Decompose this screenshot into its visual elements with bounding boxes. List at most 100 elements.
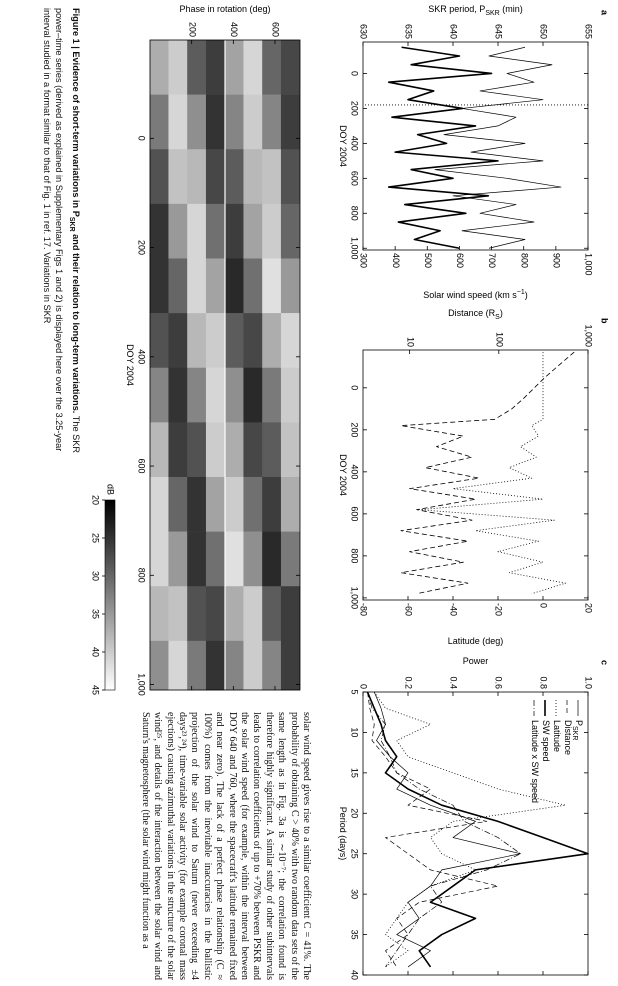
figure-caption: Figure 1 | Evidence of short-term variat… bbox=[41, 8, 82, 478]
heatmap-cell bbox=[280, 203, 300, 259]
y-tick-label: 0 bbox=[359, 684, 369, 689]
legend-entry: Latitude x SW speed bbox=[530, 720, 540, 803]
x-tick-label: 800 bbox=[350, 206, 360, 221]
x-tick-label: 10 bbox=[350, 727, 360, 737]
colorbar-tick-label: 30 bbox=[91, 571, 101, 581]
caption-heading: Figure 1 | Evidence of short-term variat… bbox=[68, 8, 81, 413]
heatmap-cell bbox=[224, 94, 244, 150]
heatmap-cell bbox=[187, 367, 207, 423]
y-tick-label: 400 bbox=[229, 22, 239, 37]
heatmap-cell bbox=[168, 476, 188, 532]
x-tick-label: 800 bbox=[350, 548, 360, 563]
x-tick-label: 25 bbox=[350, 849, 360, 859]
y-tick-label: 0.8 bbox=[539, 676, 549, 689]
heatmap-cell bbox=[243, 203, 263, 259]
y2-tick-label: 20 bbox=[584, 603, 594, 613]
heatmap-cell bbox=[149, 367, 169, 423]
x-tick-label: 200 bbox=[137, 240, 147, 255]
legend-entry-part: Distance bbox=[563, 720, 573, 755]
x-tick-label: 200 bbox=[350, 101, 360, 116]
heatmap-cell bbox=[205, 203, 225, 259]
colorbar-tick-label: 35 bbox=[91, 609, 101, 619]
heatmap-cell bbox=[243, 367, 263, 423]
plot-frame bbox=[362, 41, 589, 251]
heatmap-cell bbox=[224, 367, 244, 423]
x-tick-label: 40 bbox=[350, 970, 360, 980]
y-tick-label: 630 bbox=[359, 24, 369, 39]
heatmap-cell bbox=[280, 476, 300, 532]
y2-axis-label-part: ) bbox=[525, 290, 528, 300]
series-line bbox=[373, 691, 521, 968]
x-tick-label: 15 bbox=[350, 768, 360, 778]
heatmap-cell bbox=[224, 313, 244, 369]
x-tick-label: 0 bbox=[350, 385, 360, 390]
heatmap-cell bbox=[149, 40, 169, 95]
y2-tick-label: 500 bbox=[423, 253, 433, 268]
series-line bbox=[366, 691, 589, 968]
heatmap-cell bbox=[187, 94, 207, 150]
x-tick-label: 5 bbox=[350, 689, 360, 694]
heatmap-cell bbox=[168, 422, 188, 478]
heatmap-cell bbox=[149, 94, 169, 150]
y-tick-label: 0.4 bbox=[449, 676, 459, 689]
y-tick-label: 200 bbox=[187, 22, 197, 37]
x-axis-label-part: Period (days) bbox=[338, 807, 348, 861]
y-tick-label: 650 bbox=[539, 24, 549, 39]
heatmap-cell bbox=[224, 586, 244, 642]
heatmap-cell bbox=[149, 149, 169, 205]
series-line bbox=[367, 691, 521, 968]
y2-tick-label: 800 bbox=[519, 253, 529, 268]
colorbar bbox=[104, 499, 116, 691]
caption-label: Figure 1 | bbox=[71, 8, 81, 49]
x-tick-label: 1,000 bbox=[350, 587, 360, 610]
heatmap-cell bbox=[187, 531, 207, 587]
heatmap-cell bbox=[280, 531, 300, 587]
heatmap-cell bbox=[205, 531, 225, 587]
heatmap-cell bbox=[205, 367, 225, 423]
legend-entry-part: Latitude bbox=[552, 720, 562, 752]
heatmap-cell bbox=[243, 40, 263, 95]
legend-entry-part: SKR bbox=[571, 726, 578, 740]
legend-entry: Latitude bbox=[552, 720, 562, 752]
x-tick-label: 0 bbox=[137, 136, 147, 141]
x-tick-label: 30 bbox=[350, 889, 360, 899]
caption-title-sub: SKR bbox=[68, 216, 76, 232]
colorbar-tick-label: 40 bbox=[91, 647, 101, 657]
plot-frame bbox=[149, 39, 301, 691]
x-tick-label: 200 bbox=[350, 422, 360, 437]
y-tick-label: 100 bbox=[494, 332, 504, 347]
heatmap-cell bbox=[262, 586, 282, 642]
heatmap-cell bbox=[224, 203, 244, 259]
x-tick-label: 400 bbox=[137, 349, 147, 364]
series-line bbox=[434, 46, 562, 249]
x-tick-label: 400 bbox=[350, 464, 360, 479]
heatmap-cell bbox=[205, 586, 225, 642]
heatmap-cell bbox=[280, 40, 300, 95]
heatmap-cell bbox=[224, 531, 244, 587]
legend-entry-part: P bbox=[574, 720, 584, 726]
panel-label: b bbox=[600, 318, 610, 324]
y-axis-label-part: S bbox=[495, 314, 500, 321]
x-axis-label: DOY 2004 bbox=[338, 125, 348, 167]
heatmap-cell bbox=[243, 422, 263, 478]
heatmap-cell bbox=[205, 258, 225, 314]
y2-tick-label: -20 bbox=[494, 603, 504, 616]
series-line bbox=[373, 691, 566, 968]
heatmap-cell bbox=[168, 149, 188, 205]
heatmap-cell bbox=[262, 531, 282, 587]
heatmap-cell bbox=[149, 203, 169, 259]
y-tick-label: 0.6 bbox=[494, 676, 504, 689]
heatmap-cell bbox=[243, 476, 263, 532]
y-axis-label-part: ) bbox=[500, 308, 503, 318]
heatmap-cell bbox=[168, 258, 188, 314]
heatmap-cell bbox=[205, 313, 225, 369]
heatmap-cell bbox=[187, 149, 207, 205]
heatmap-cell bbox=[168, 40, 188, 95]
x-tick-label: 0 bbox=[350, 71, 360, 76]
x-tick-label: 1,000 bbox=[350, 237, 360, 260]
heatmap-cell bbox=[280, 422, 300, 478]
y-tick-label: 640 bbox=[449, 24, 459, 39]
x-tick-label: 400 bbox=[350, 136, 360, 151]
x-tick-label: 600 bbox=[137, 459, 147, 474]
y-tick-label: 1.0 bbox=[584, 676, 594, 689]
